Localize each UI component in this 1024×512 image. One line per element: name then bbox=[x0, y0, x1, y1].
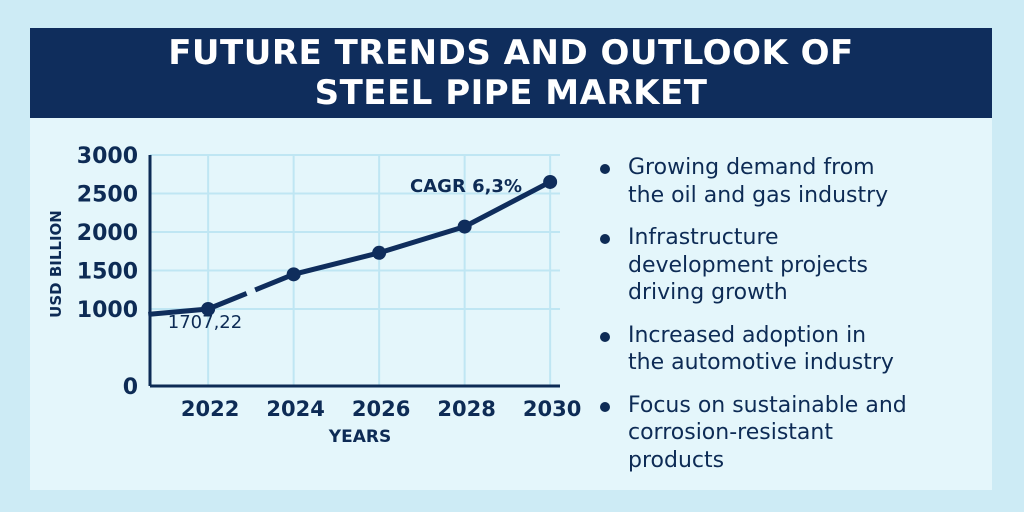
y-tick-label: 2000 bbox=[77, 221, 138, 246]
x-tick-label: 2022 bbox=[181, 397, 239, 421]
x-tick-label: 2024 bbox=[266, 397, 324, 421]
y-tick-label: 1000 bbox=[77, 298, 138, 323]
y-tick-label: 1500 bbox=[77, 260, 138, 285]
data-point bbox=[457, 219, 472, 234]
bullet-text: development projects bbox=[628, 252, 868, 278]
bullet-text: driving growth bbox=[628, 280, 788, 305]
title-banner: FUTURE TRENDS AND OUTLOOK OF STEEL PIPE … bbox=[30, 28, 992, 118]
data-point bbox=[543, 174, 558, 189]
bullet-text: the oil and gas industry bbox=[628, 182, 889, 208]
bullet-item: Growing demand from the oil and gas indus… bbox=[600, 154, 1000, 209]
cagr-annotation: CAGR 6,3% bbox=[410, 176, 522, 197]
bullet-dot-icon bbox=[600, 331, 610, 342]
y-axis-label: USD BILLION bbox=[47, 210, 65, 318]
title-line-1: FUTURE TRENDS AND OUTLOOK OF bbox=[168, 33, 854, 73]
bullet-dot-icon bbox=[600, 401, 610, 412]
bullet-text: Infrastructure bbox=[628, 225, 779, 250]
bullet-text: Focus on sustainable and bbox=[628, 392, 907, 418]
x-tick-label: 2028 bbox=[437, 397, 495, 421]
bullet-dot-icon bbox=[600, 234, 610, 244]
bullet-item: Infrastructure development projects drivin… bbox=[600, 224, 1000, 307]
bullet-dot-icon bbox=[600, 164, 610, 174]
x-tick-label: 2026 bbox=[352, 397, 410, 421]
bullet-item: Increased adoption in the automotive indu… bbox=[600, 322, 1000, 377]
data-point bbox=[286, 267, 301, 282]
data-point bbox=[201, 302, 216, 316]
x-tick-label: 2030 bbox=[523, 397, 581, 421]
y-tick-label: 3000 bbox=[77, 144, 138, 169]
bullet-text: Growing demand from bbox=[628, 155, 875, 180]
bullet-text: the automotive industry bbox=[628, 350, 894, 375]
bullet-list: Growing demand from the oil and gas indus… bbox=[600, 154, 1000, 489]
bullet-item: Focus on sustainable and corrosion-resist… bbox=[600, 392, 1000, 475]
title-line-2: STEEL PIPE MARKET bbox=[314, 73, 708, 113]
bullet-text: corrosion-resistant bbox=[628, 420, 833, 445]
bullet-text: Increased adoption in bbox=[628, 322, 867, 348]
y-tick-label: 2500 bbox=[77, 183, 138, 208]
content-panel bbox=[30, 118, 992, 490]
data-point bbox=[372, 245, 387, 260]
bullet-text: products bbox=[628, 447, 725, 473]
x-axis-label: YEARS bbox=[328, 427, 391, 447]
value-annotation: 1707,22 bbox=[168, 312, 242, 333]
y-tick-label: 0 bbox=[123, 375, 138, 400]
